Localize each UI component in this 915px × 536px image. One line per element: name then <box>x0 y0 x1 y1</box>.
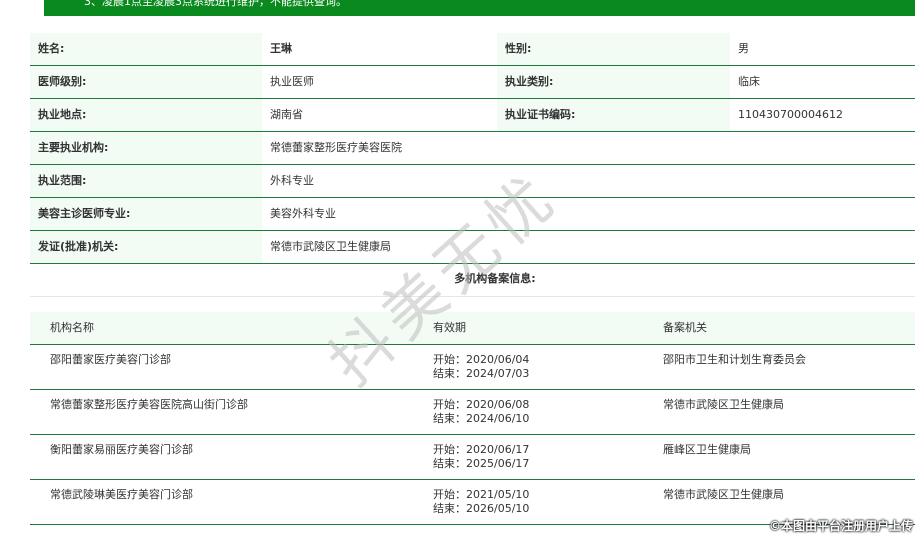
org-name: 衡阳蕾家易丽医疗美容门诊部 <box>50 443 193 456</box>
records-header: 机构名称 有效期 备案机关 <box>30 312 915 345</box>
field-label: 执业地点: <box>30 99 262 131</box>
start-date: 开始：2020/06/04 <box>433 353 530 366</box>
column-header: 有效期 <box>433 321 466 334</box>
records-title: 多机构备案信息: <box>454 272 536 285</box>
start-date: 开始：2021/05/10 <box>433 488 530 501</box>
info-row: 姓名: 王琳 性别: 男 <box>30 33 915 66</box>
org-name: 常德武陵琳美医疗美容门诊部 <box>50 488 193 501</box>
record-row: 常德蕾家整形医疗美容医院高山街门诊部 开始：2020/06/08 结束：2024/0… <box>30 390 915 435</box>
field-label: 执业范围: <box>30 165 262 197</box>
field-value: 王琳 <box>270 42 292 55</box>
authority: 常德市武陵区卫生健康局 <box>663 398 784 411</box>
divider <box>30 296 915 297</box>
authority: 雁峰区卫生健康局 <box>663 443 751 456</box>
field-value: 常德蕾家整形医疗美容医院 <box>270 141 402 154</box>
end-date: 结束：2026/05/10 <box>433 502 530 515</box>
start-date: 开始：2020/06/08 <box>433 398 530 411</box>
info-row: 执业范围: 外科专业 <box>30 165 915 198</box>
credit: ©本图由平台注册用户上传 <box>768 519 913 533</box>
field-label: 性别: <box>497 33 730 65</box>
authority: 常德市武陵区卫生健康局 <box>663 488 784 501</box>
field-value: 男 <box>738 42 749 55</box>
info-row: 执业地点: 湖南省 执业证书编码: 110430700004612 <box>30 99 915 132</box>
info-row: 美容主诊医师专业: 美容外科专业 <box>30 198 915 231</box>
field-label: 执业类别: <box>497 66 730 98</box>
column-header: 机构名称 <box>50 321 94 334</box>
field-label: 执业证书编码: <box>497 99 730 131</box>
record-row: 邵阳蕾家医疗美容门诊部 开始：2020/06/04 结束：2024/07/03 邵阳市… <box>30 345 915 390</box>
field-label: 发证(批准)机关: <box>30 231 262 263</box>
record-row: 衡阳蕾家易丽医疗美容门诊部 开始：2020/06/17 结束：2025/06/17 雁… <box>30 435 915 480</box>
field-value: 外科专业 <box>270 174 314 187</box>
start-date: 开始：2020/06/17 <box>433 443 530 456</box>
field-label: 主要执业机构: <box>30 132 262 164</box>
field-value: 临床 <box>738 75 760 88</box>
field-value: 常德市武陵区卫生健康局 <box>270 240 391 253</box>
info-row: 医师级别: 执业医师 执业类别: 临床 <box>30 66 915 99</box>
org-name: 常德蕾家整形医疗美容医院高山街门诊部 <box>50 398 248 411</box>
record-row: 常德武陵琳美医疗美容门诊部 开始：2021/05/10 结束：2026/05/10 常… <box>30 480 915 525</box>
field-label: 美容主诊医师专业: <box>30 198 262 230</box>
field-value: 美容外科专业 <box>270 207 336 220</box>
notice-banner: 3、凌晨1点至凌晨3点系统进行维护，不能提供查询。 <box>44 0 915 16</box>
info-row: 发证(批准)机关: 常德市武陵区卫生健康局 <box>30 231 915 264</box>
column-header: 备案机关 <box>663 321 707 334</box>
end-date: 结束：2025/06/17 <box>433 457 530 470</box>
field-label: 姓名: <box>30 33 262 65</box>
end-date: 结束：2024/07/03 <box>433 367 530 380</box>
field-value: 110430700004612 <box>738 108 843 121</box>
field-value: 湖南省 <box>270 108 303 121</box>
authority: 邵阳市卫生和计划生育委员会 <box>663 353 806 366</box>
field-value: 执业医师 <box>270 75 314 88</box>
org-name: 邵阳蕾家医疗美容门诊部 <box>50 353 171 366</box>
notice: 3、凌晨1点至凌晨3点系统进行维护，不能提供查询。 <box>84 0 347 8</box>
field-label: 医师级别: <box>30 66 262 98</box>
end-date: 结束：2024/06/10 <box>433 412 530 425</box>
info-row: 主要执业机构: 常德蕾家整形医疗美容医院 <box>30 132 915 165</box>
